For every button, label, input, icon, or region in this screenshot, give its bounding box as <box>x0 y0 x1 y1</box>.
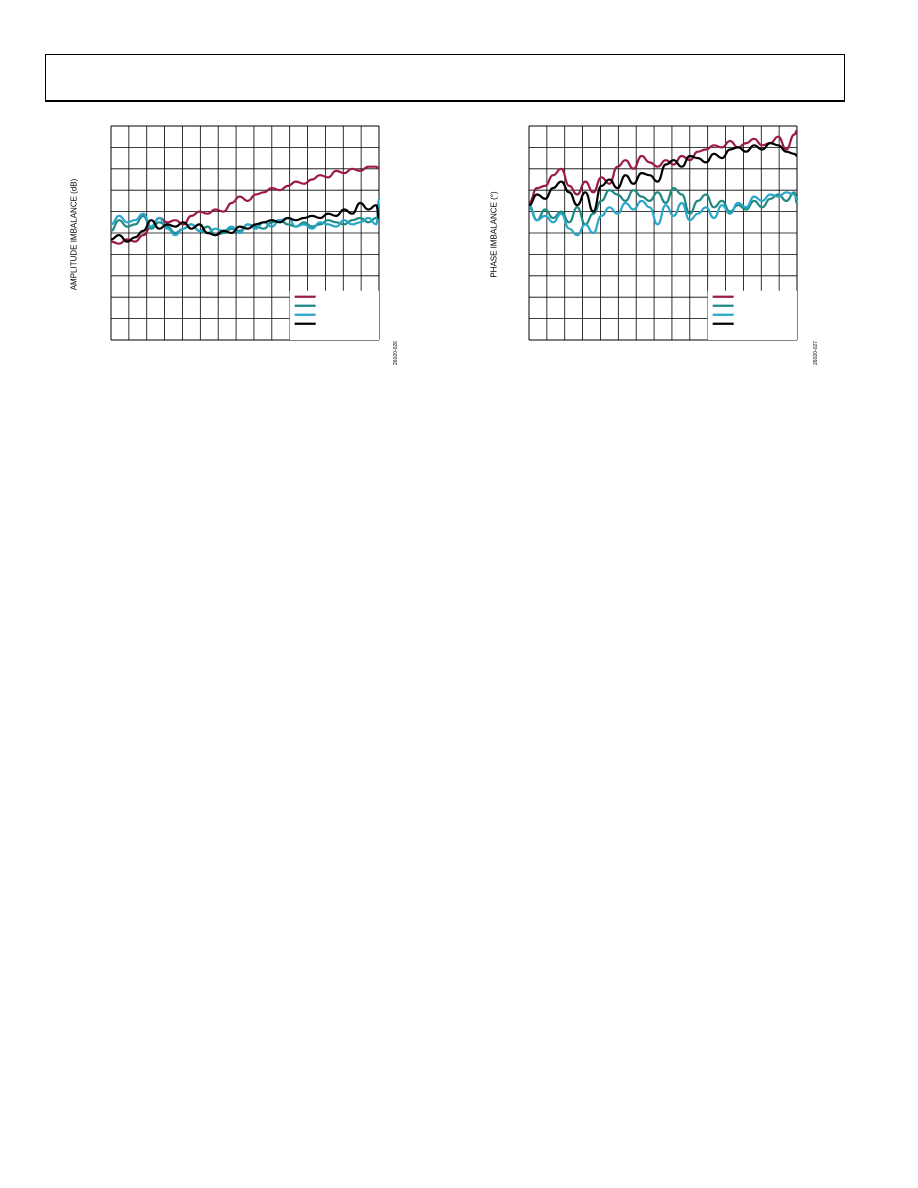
page-header-box <box>45 54 845 102</box>
chart2-ylabel: PHASE IMBALANCE (°) <box>489 191 499 278</box>
series-line-black <box>528 142 798 213</box>
series-line-maroon <box>528 129 798 205</box>
series-line-cyan <box>528 191 798 237</box>
amplitude-imbalance-chart <box>110 125 381 341</box>
series-line-teal <box>528 187 799 226</box>
phase-imbalance-chart <box>528 125 799 341</box>
chart1-ylabel: AMPLITUDE IMBALANCE (dB) <box>69 178 79 291</box>
series-line-black <box>110 201 381 243</box>
chart1-fig-id: 26020-026 <box>393 341 399 365</box>
series-line-cyan <box>110 197 381 237</box>
series-line-maroon <box>110 165 380 245</box>
chart2-fig-id: 26020-027 <box>813 341 819 365</box>
